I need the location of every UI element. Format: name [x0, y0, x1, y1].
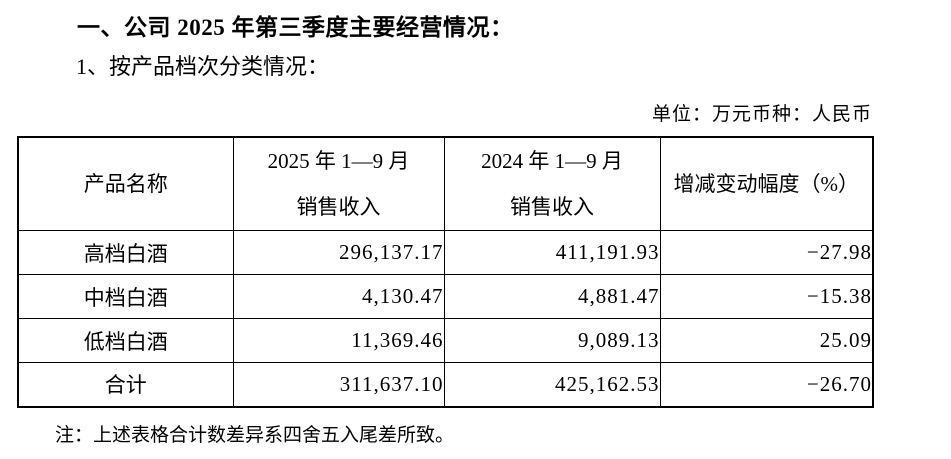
cell-rev-2025: 311,637.10 [232, 362, 445, 407]
col-header-product-name: 产品名称 [17, 136, 234, 231]
cell-rev-2024: 425,162.53 [443, 362, 661, 407]
col-header-2024-period: 2024 年 1—9 月 [481, 149, 623, 173]
col-header-change-pct: 增减变动幅度（%） [659, 136, 874, 231]
cell-rev-2025: 11,369.46 [232, 318, 445, 363]
cell-product-name: 低档白酒 [17, 318, 234, 363]
table-row-low-grade: 低档白酒 11,369.46 9,089.13 25.09 [17, 318, 874, 363]
footnote: 注：上述表格合计数差异系四舍五入尾差所致。 [55, 425, 455, 446]
subsection-heading: 1、按产品档次分类情况： [76, 54, 330, 79]
cell-product-name: 中档白酒 [17, 274, 234, 319]
cell-rev-2024: 9,089.13 [443, 318, 661, 363]
unit-currency-note: 单位：万元币种：人民币 [651, 104, 872, 125]
col-header-2024-label: 销售收入 [510, 195, 594, 219]
section-heading: 一、公司 2025 年第三季度主要经营情况： [77, 15, 514, 40]
cell-product-name: 合计 [17, 362, 234, 407]
table-row-total: 合计 311,637.10 425,162.53 −26.70 [17, 362, 874, 407]
cell-rev-2025: 296,137.17 [232, 230, 445, 275]
col-header-2024-revenue: 2024 年 1—9 月 销售收入 [443, 136, 661, 231]
cell-change-pct: −15.38 [659, 274, 874, 319]
col-header-2025-revenue: 2025 年 1—9 月 销售收入 [232, 136, 445, 231]
table-row-mid-grade: 中档白酒 4,130.47 4,881.47 −15.38 [17, 274, 874, 319]
col-header-2025-period: 2025 年 1—9 月 [267, 149, 410, 173]
cell-change-pct: 25.09 [659, 318, 874, 363]
cell-product-name: 高档白酒 [17, 230, 234, 275]
cell-change-pct: −26.70 [659, 362, 874, 407]
col-header-2025-label: 销售收入 [296, 195, 381, 219]
cell-rev-2024: 4,881.47 [443, 274, 661, 319]
product-tier-sales-table: 产品名称 2025 年 1—9 月 销售收入 2024 年 1—9 月 销售收入… [17, 136, 874, 408]
cell-rev-2024: 411,191.93 [443, 230, 661, 275]
cell-rev-2025: 4,130.47 [232, 274, 445, 319]
table-row-high-grade: 高档白酒 296,137.17 411,191.93 −27.98 [17, 230, 874, 275]
table-header-row: 产品名称 2025 年 1—9 月 销售收入 2024 年 1—9 月 销售收入… [17, 136, 874, 231]
cell-change-pct: −27.98 [659, 230, 874, 275]
